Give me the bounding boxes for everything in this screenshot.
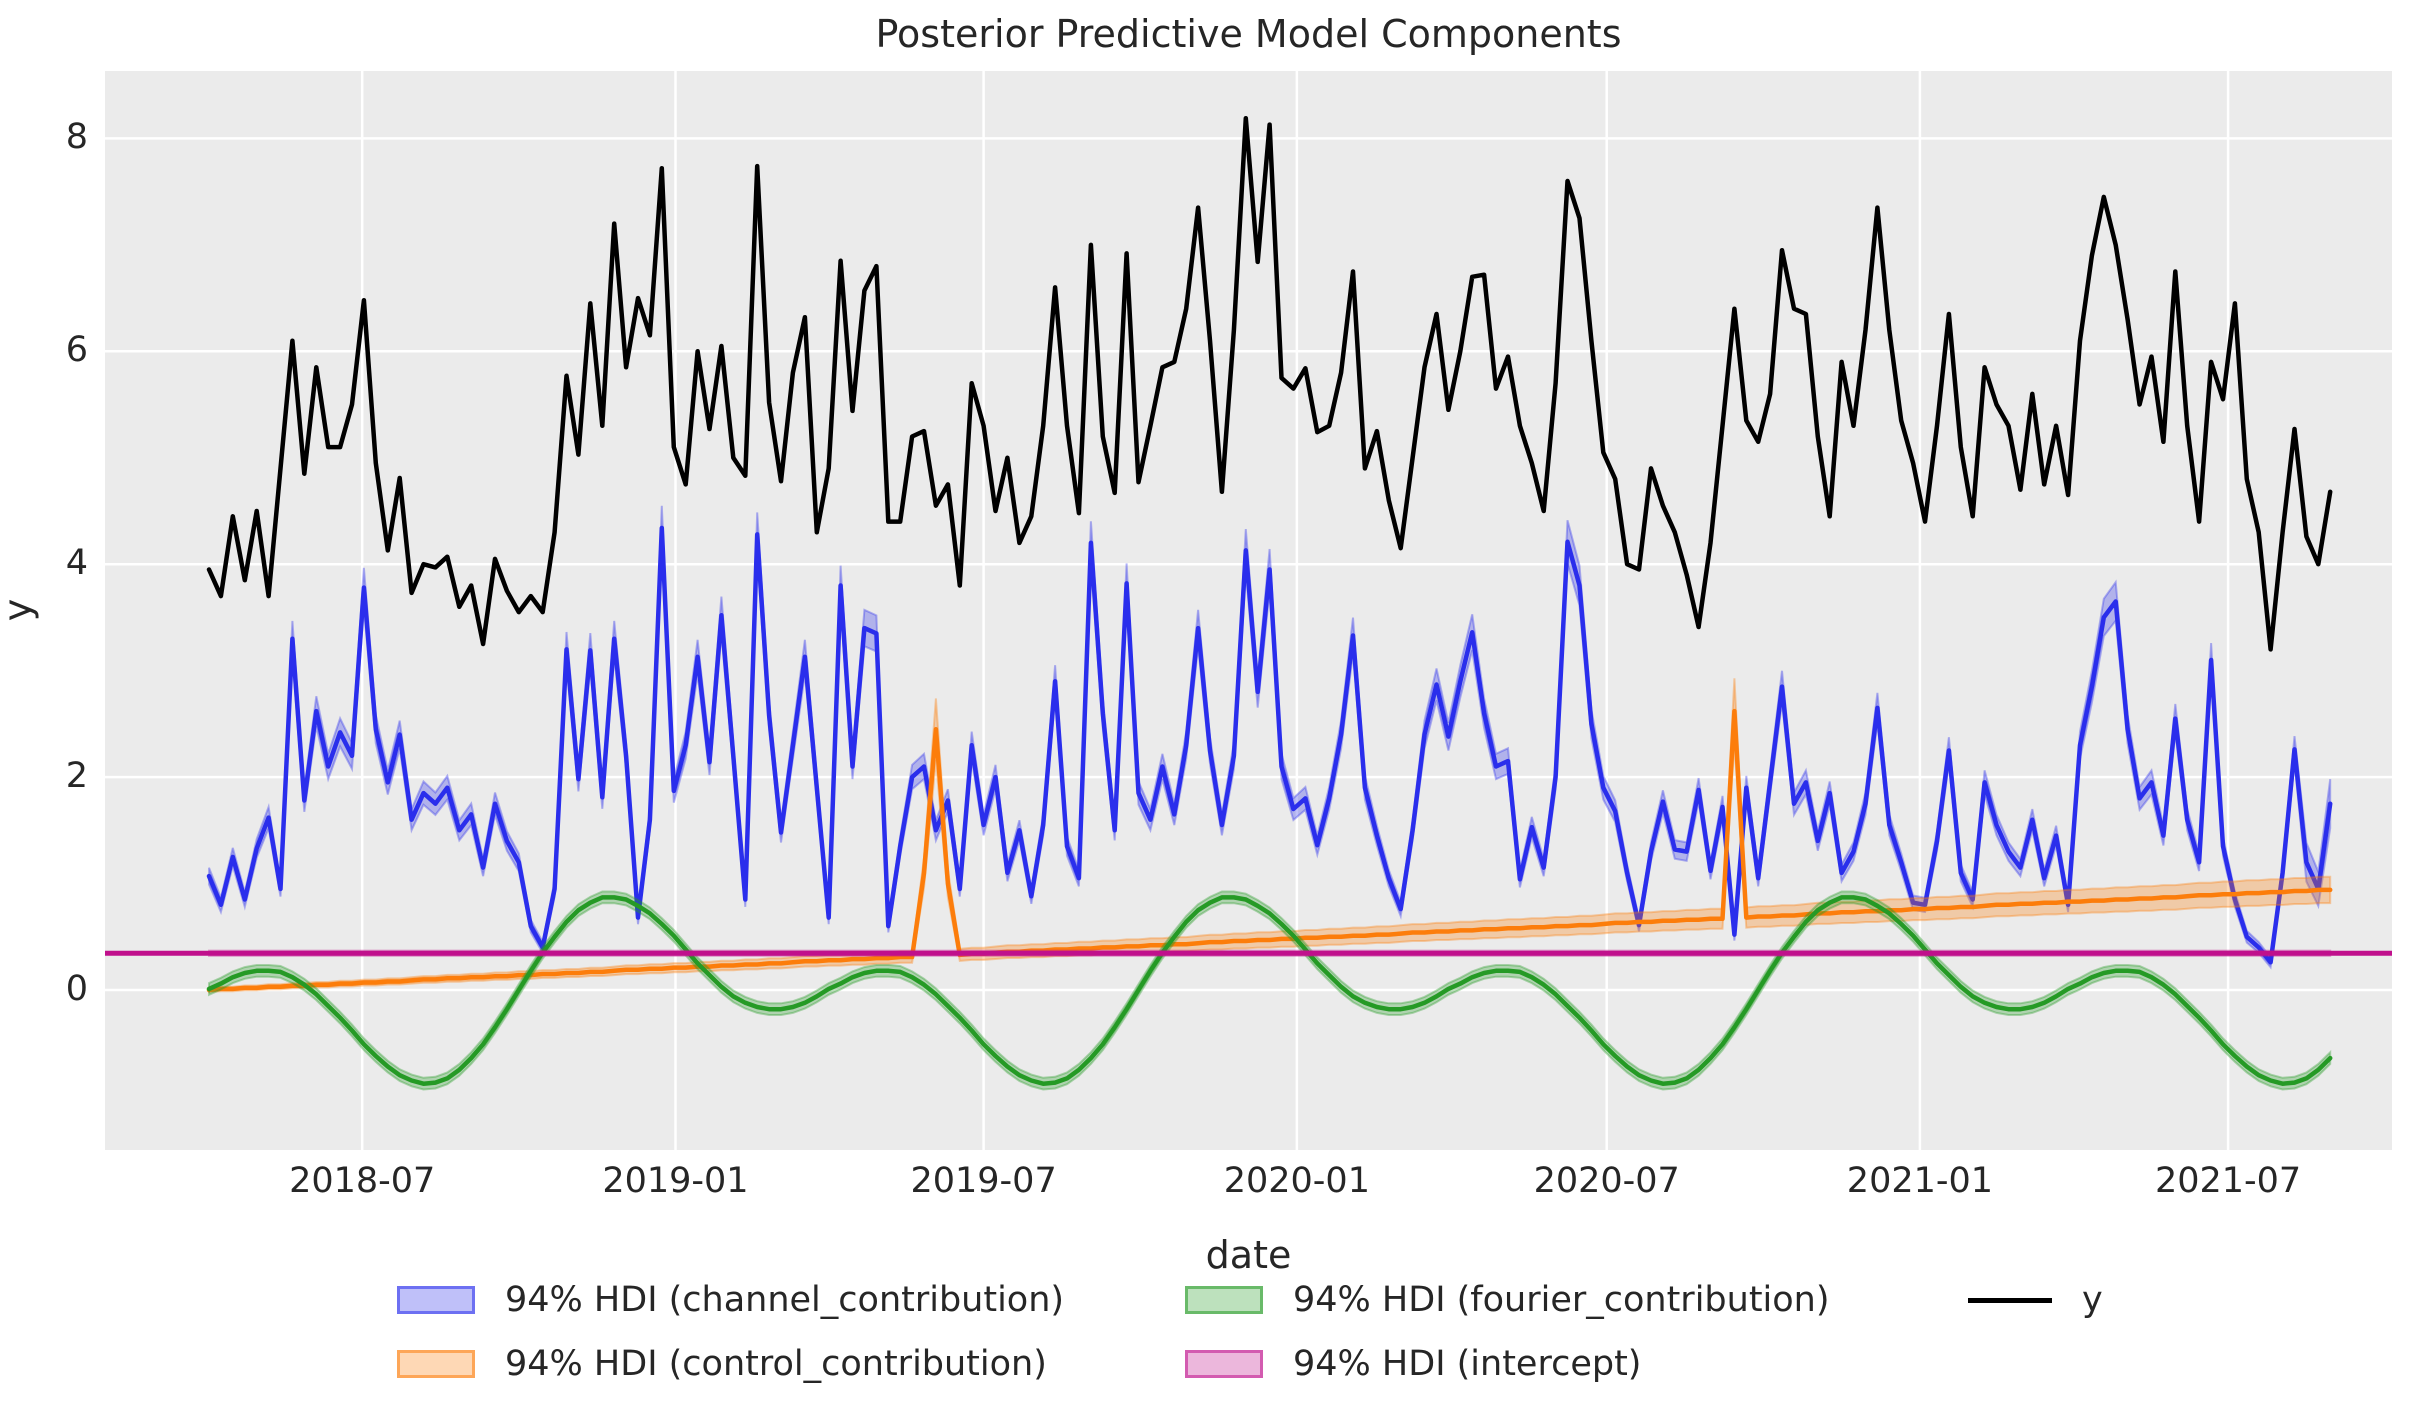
legend-swatch-y-line <box>1968 1297 2052 1303</box>
legend-label-channel: 94% HDI (channel_contribution) <box>505 1280 1065 1320</box>
x-tick-label: 2021-01 <box>1846 1161 1994 1201</box>
x-tick-label: 2021-07 <box>2154 1161 2302 1201</box>
legend-swatch-channel-patch <box>397 1286 475 1314</box>
legend-swatch-intercept-patch <box>1185 1350 1263 1378</box>
x-tick-label: 2020-07 <box>1533 1161 1680 1201</box>
x-tick-label: 2020-01 <box>1223 1161 1370 1201</box>
x-tick-label: 2018-07 <box>289 1161 436 1201</box>
y-tick-label: 2 <box>65 756 88 797</box>
x-tick-label: 2019-01 <box>602 1161 749 1201</box>
x-axis-label: date <box>1205 1233 1292 1277</box>
legend-swatch-control-patch <box>397 1350 475 1378</box>
legend-label-fourier: 94% HDI (fourier_contribution) <box>1293 1280 1830 1320</box>
legend-item-fourier: 94% HDI (fourier_contribution) <box>1185 1280 1830 1320</box>
x-tick-label: 2019-07 <box>910 1161 1057 1201</box>
y-tick-label: 4 <box>65 543 88 584</box>
y-tick-label: 8 <box>65 117 88 158</box>
legend-item-y: y <box>1968 1280 2103 1320</box>
y-tick-label: 0 <box>65 969 88 1009</box>
series-line-y <box>206 115 2333 652</box>
legend-label-control: 94% HDI (control_contribution) <box>505 1344 1047 1384</box>
legend-item-intercept: 94% HDI (intercept) <box>1185 1344 1641 1384</box>
legend-label-intercept: 94% HDI (intercept) <box>1293 1344 1642 1384</box>
hdi-band-fourier <box>208 890 2332 1091</box>
y-tick-label: 6 <box>65 330 88 371</box>
y-axis-label: y <box>0 599 39 622</box>
series-line-fourier <box>206 895 2333 1086</box>
chart-title: Posterior Predictive Model Components <box>875 12 1622 56</box>
series-line-channel <box>206 525 2333 965</box>
legend-item-channel: 94% HDI (channel_contribution) <box>397 1280 1064 1320</box>
legend-label-y: y <box>2082 1280 2103 1320</box>
legend-swatch-fourier-patch <box>1185 1286 1263 1314</box>
series-line-control <box>206 708 2333 993</box>
legend-item-control: 94% HDI (control_contribution) <box>397 1344 1047 1384</box>
